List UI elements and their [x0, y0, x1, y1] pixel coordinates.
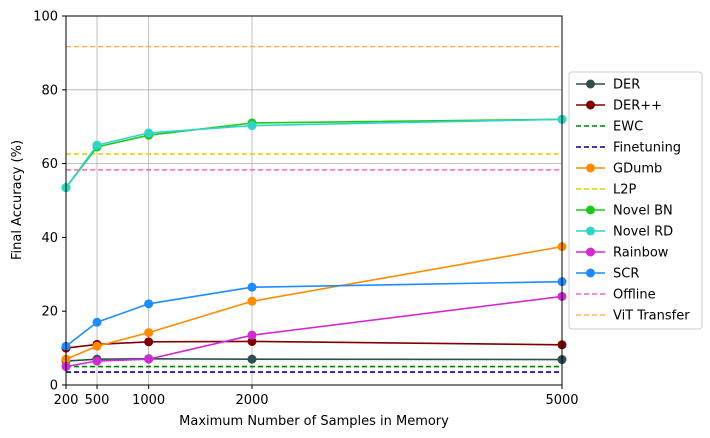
legend-marker — [586, 268, 595, 278]
y-tick-label: 20 — [41, 305, 58, 320]
legend-label: DER++ — [613, 99, 662, 114]
x-tick-label: 5000 — [545, 393, 578, 408]
plot-area — [61, 45, 567, 373]
data-point — [144, 337, 154, 347]
legend-label: Rainbow — [613, 246, 669, 261]
y-tick-label: 40 — [41, 231, 58, 246]
legend-box — [568, 71, 703, 330]
data-point — [247, 336, 257, 346]
data-point — [144, 328, 154, 338]
data-point — [144, 354, 154, 364]
y-tick-label: 0 — [50, 379, 58, 394]
legend: DER DER++ EWC Finetuning GDumb L2P Novel BN Nov… — [568, 71, 703, 330]
data-point — [144, 299, 154, 309]
legend-marker — [586, 247, 595, 257]
legend-label: Novel BN — [613, 204, 673, 219]
data-point — [247, 296, 257, 306]
x-tick-label: 200 — [54, 393, 79, 408]
data-point — [247, 330, 257, 340]
data-point — [92, 317, 102, 327]
grid-lines — [65, 16, 563, 385]
axes-frame — [65, 15, 563, 386]
x-tick-label: 500 — [85, 393, 110, 408]
series-line — [65, 280, 563, 347]
data-point — [247, 121, 257, 131]
legend-label: SCR — [613, 267, 639, 282]
legend-marker — [586, 163, 595, 173]
legend-label: EWC — [613, 120, 643, 135]
legend-marker — [586, 205, 595, 215]
series-line — [65, 340, 563, 349]
x-tick-label: 1000 — [132, 393, 165, 408]
data-point — [247, 282, 257, 292]
legend-marker — [586, 226, 595, 236]
y-axis-label: Final Accuracy (%) — [10, 140, 25, 260]
y-axis: 0 20 40 60 80 100 — [33, 10, 66, 394]
data-point — [247, 354, 257, 364]
legend-marker — [586, 100, 595, 110]
data-point — [92, 140, 102, 150]
legend-label: GDumb — [613, 162, 662, 177]
data-point — [144, 128, 154, 138]
x-tick-label: 2000 — [235, 393, 268, 408]
legend-label: DER — [613, 78, 640, 93]
legend-label: Novel RD — [613, 225, 673, 240]
legend-label: Offline — [613, 288, 656, 303]
x-axis-label: Maximum Number of Samples in Memory — [179, 414, 449, 429]
legend-marker — [586, 79, 595, 89]
legend-label: L2P — [613, 183, 637, 198]
data-point — [92, 341, 102, 351]
y-tick-label: 80 — [41, 83, 58, 98]
legend-label: Finetuning — [613, 141, 681, 156]
legend-label: ViT Transfer — [613, 309, 690, 324]
y-tick-label: 100 — [33, 10, 58, 25]
x-axis: 200 500 1000 2000 5000 — [54, 385, 579, 408]
data-point — [92, 356, 102, 366]
y-tick-label: 60 — [41, 157, 58, 172]
